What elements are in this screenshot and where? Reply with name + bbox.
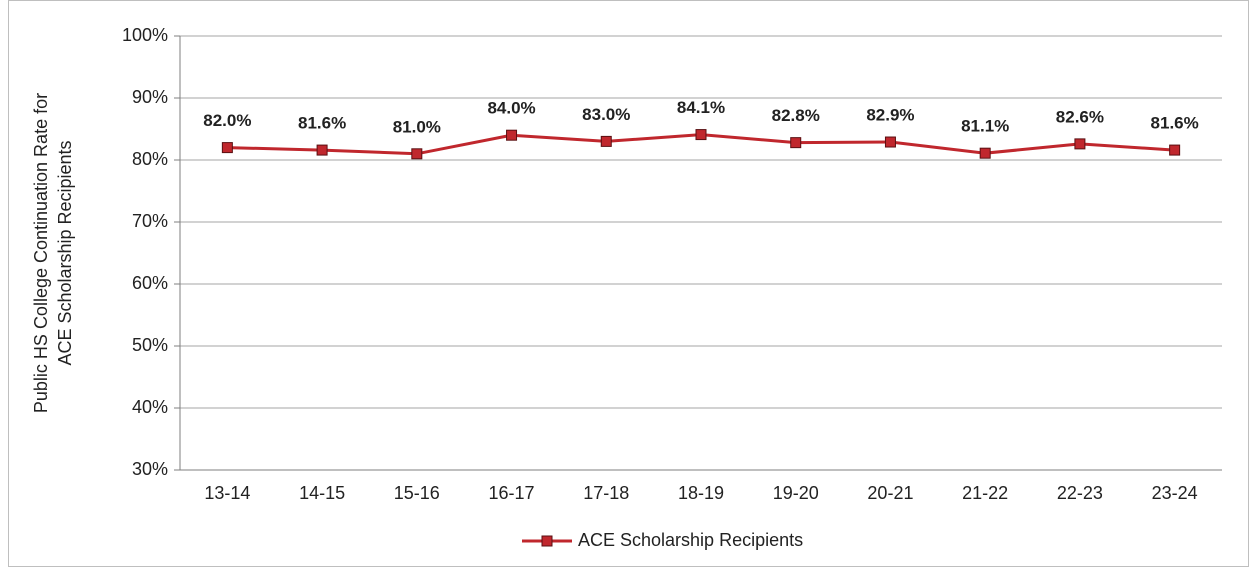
point-marker (884, 136, 896, 148)
data-label: 82.6% (1056, 107, 1104, 126)
y-axis-title-line: ACE Scholarship Recipients (55, 140, 75, 365)
data-label: 82.8% (772, 106, 820, 125)
point-marker (411, 148, 423, 160)
point-marker (506, 129, 518, 141)
point-marker (979, 147, 991, 159)
x-tick-label: 20-21 (867, 483, 913, 503)
y-tick-label: 80% (132, 149, 168, 169)
x-tick-label: 23-24 (1152, 483, 1198, 503)
y-tick-label: 70% (132, 211, 168, 231)
legend-label: ACE Scholarship Recipients (578, 530, 803, 550)
y-axis-title-line: Public HS College Continuation Rate for (31, 93, 51, 413)
point-marker (1074, 138, 1086, 150)
legend-marker (541, 535, 553, 547)
data-label: 84.1% (677, 98, 725, 117)
point-marker (1169, 144, 1181, 156)
x-tick-label: 18-19 (678, 483, 724, 503)
y-tick-label: 100% (122, 25, 168, 45)
data-label: 82.0% (203, 111, 251, 130)
data-label: 81.0% (393, 117, 441, 136)
data-label: 81.6% (1151, 114, 1199, 133)
x-tick-label: 13-14 (204, 483, 250, 503)
y-tick-label: 40% (132, 397, 168, 417)
x-tick-label: 21-22 (962, 483, 1008, 503)
data-label: 84.0% (487, 99, 535, 118)
point-marker (600, 135, 612, 147)
y-tick-label: 90% (132, 87, 168, 107)
point-marker (790, 137, 802, 149)
y-tick-label: 30% (132, 459, 168, 479)
data-label: 83.0% (582, 105, 630, 124)
data-label: 82.9% (866, 106, 914, 125)
x-tick-label: 22-23 (1057, 483, 1103, 503)
y-tick-label: 60% (132, 273, 168, 293)
y-tick-label: 50% (132, 335, 168, 355)
data-label: 81.1% (961, 117, 1009, 136)
data-label: 81.6% (298, 114, 346, 133)
y-axis-title: Public HS College Continuation Rate for … (31, 93, 75, 413)
x-tick-label: 17-18 (583, 483, 629, 503)
x-tick-label: 15-16 (394, 483, 440, 503)
point-marker (316, 144, 328, 156)
x-tick-label: 14-15 (299, 483, 345, 503)
point-marker (221, 142, 233, 154)
x-tick-label: 16-17 (489, 483, 535, 503)
point-marker (695, 129, 707, 141)
x-tick-label: 19-20 (773, 483, 819, 503)
